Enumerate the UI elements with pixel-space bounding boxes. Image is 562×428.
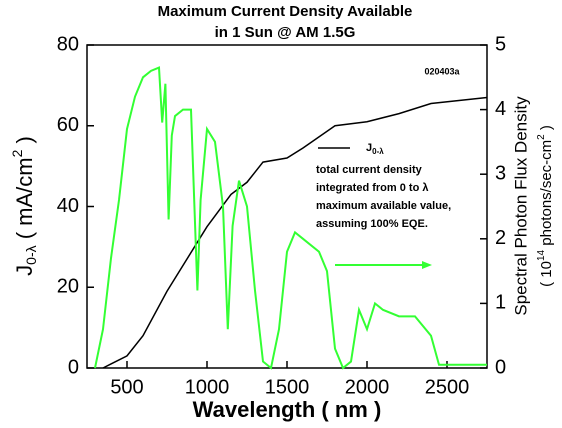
y2-tick-label: 5 — [495, 33, 506, 55]
y-tick-label: 0 — [68, 356, 79, 378]
y2-tick-label: 2 — [495, 227, 506, 249]
y2-tick-label: 1 — [495, 292, 506, 314]
y2-axis-label-2: ( 1014 photons/sec-cm2 ) — [536, 125, 555, 287]
legend-sub: 0-λ — [372, 147, 384, 156]
series-line — [102, 96, 488, 369]
legend-name: J — [366, 142, 372, 154]
y2-tick-label: 4 — [495, 98, 506, 120]
annotation-line: assuming 100% EQE. — [316, 218, 428, 230]
annotation-id: 020403a — [424, 66, 460, 76]
y2-label-sup: 2 — [536, 134, 547, 140]
y-tick-label: 40 — [57, 195, 79, 217]
y-tick-label: 60 — [57, 114, 79, 136]
arrow-head — [422, 261, 432, 269]
y2-label-sup: 14 — [536, 249, 547, 261]
y-axis-label: J0-λ ( mA/cm2 ) — [9, 136, 39, 276]
x-tick-label: 2500 — [425, 376, 470, 398]
chart-title: Maximum Current Density Available — [158, 3, 413, 20]
chart-subtitle: in 1 Sun @ AM 1.5G — [215, 24, 356, 41]
x-tick-label: 1000 — [185, 376, 230, 398]
annotation-line: maximum available value, — [316, 200, 451, 212]
annotation-line: integrated from 0 to λ — [316, 182, 428, 194]
annotation-line: total current density — [316, 164, 423, 176]
series-line — [94, 66, 487, 370]
x-axis-label: Wavelength ( nm ) — [193, 397, 382, 422]
y2-label-end: ) — [538, 125, 555, 134]
y-label-end: ) — [12, 136, 37, 149]
y2-tick-label: 0 — [495, 356, 506, 378]
x-tick-label: 500 — [110, 376, 143, 398]
y-label-rest: ( mA/cm — [12, 157, 37, 245]
y2-axis-label: Spectral Photon Flux Density — [511, 96, 530, 316]
y2-label-mid: photons/sec-cm — [538, 140, 555, 250]
y2-tick-label: 3 — [495, 162, 506, 184]
y2-label-pre: ( 10 — [538, 261, 555, 287]
y-label-main: J — [12, 265, 37, 276]
y-tick-label: 20 — [57, 276, 79, 298]
x-tick-label: 1500 — [265, 376, 310, 398]
y-label-sub: 0-λ — [23, 245, 39, 264]
legend-label: J0-λ — [366, 142, 384, 156]
y-label-sup: 2 — [9, 149, 25, 157]
y-tick-label: 80 — [57, 33, 79, 55]
x-tick-label: 2000 — [345, 376, 390, 398]
